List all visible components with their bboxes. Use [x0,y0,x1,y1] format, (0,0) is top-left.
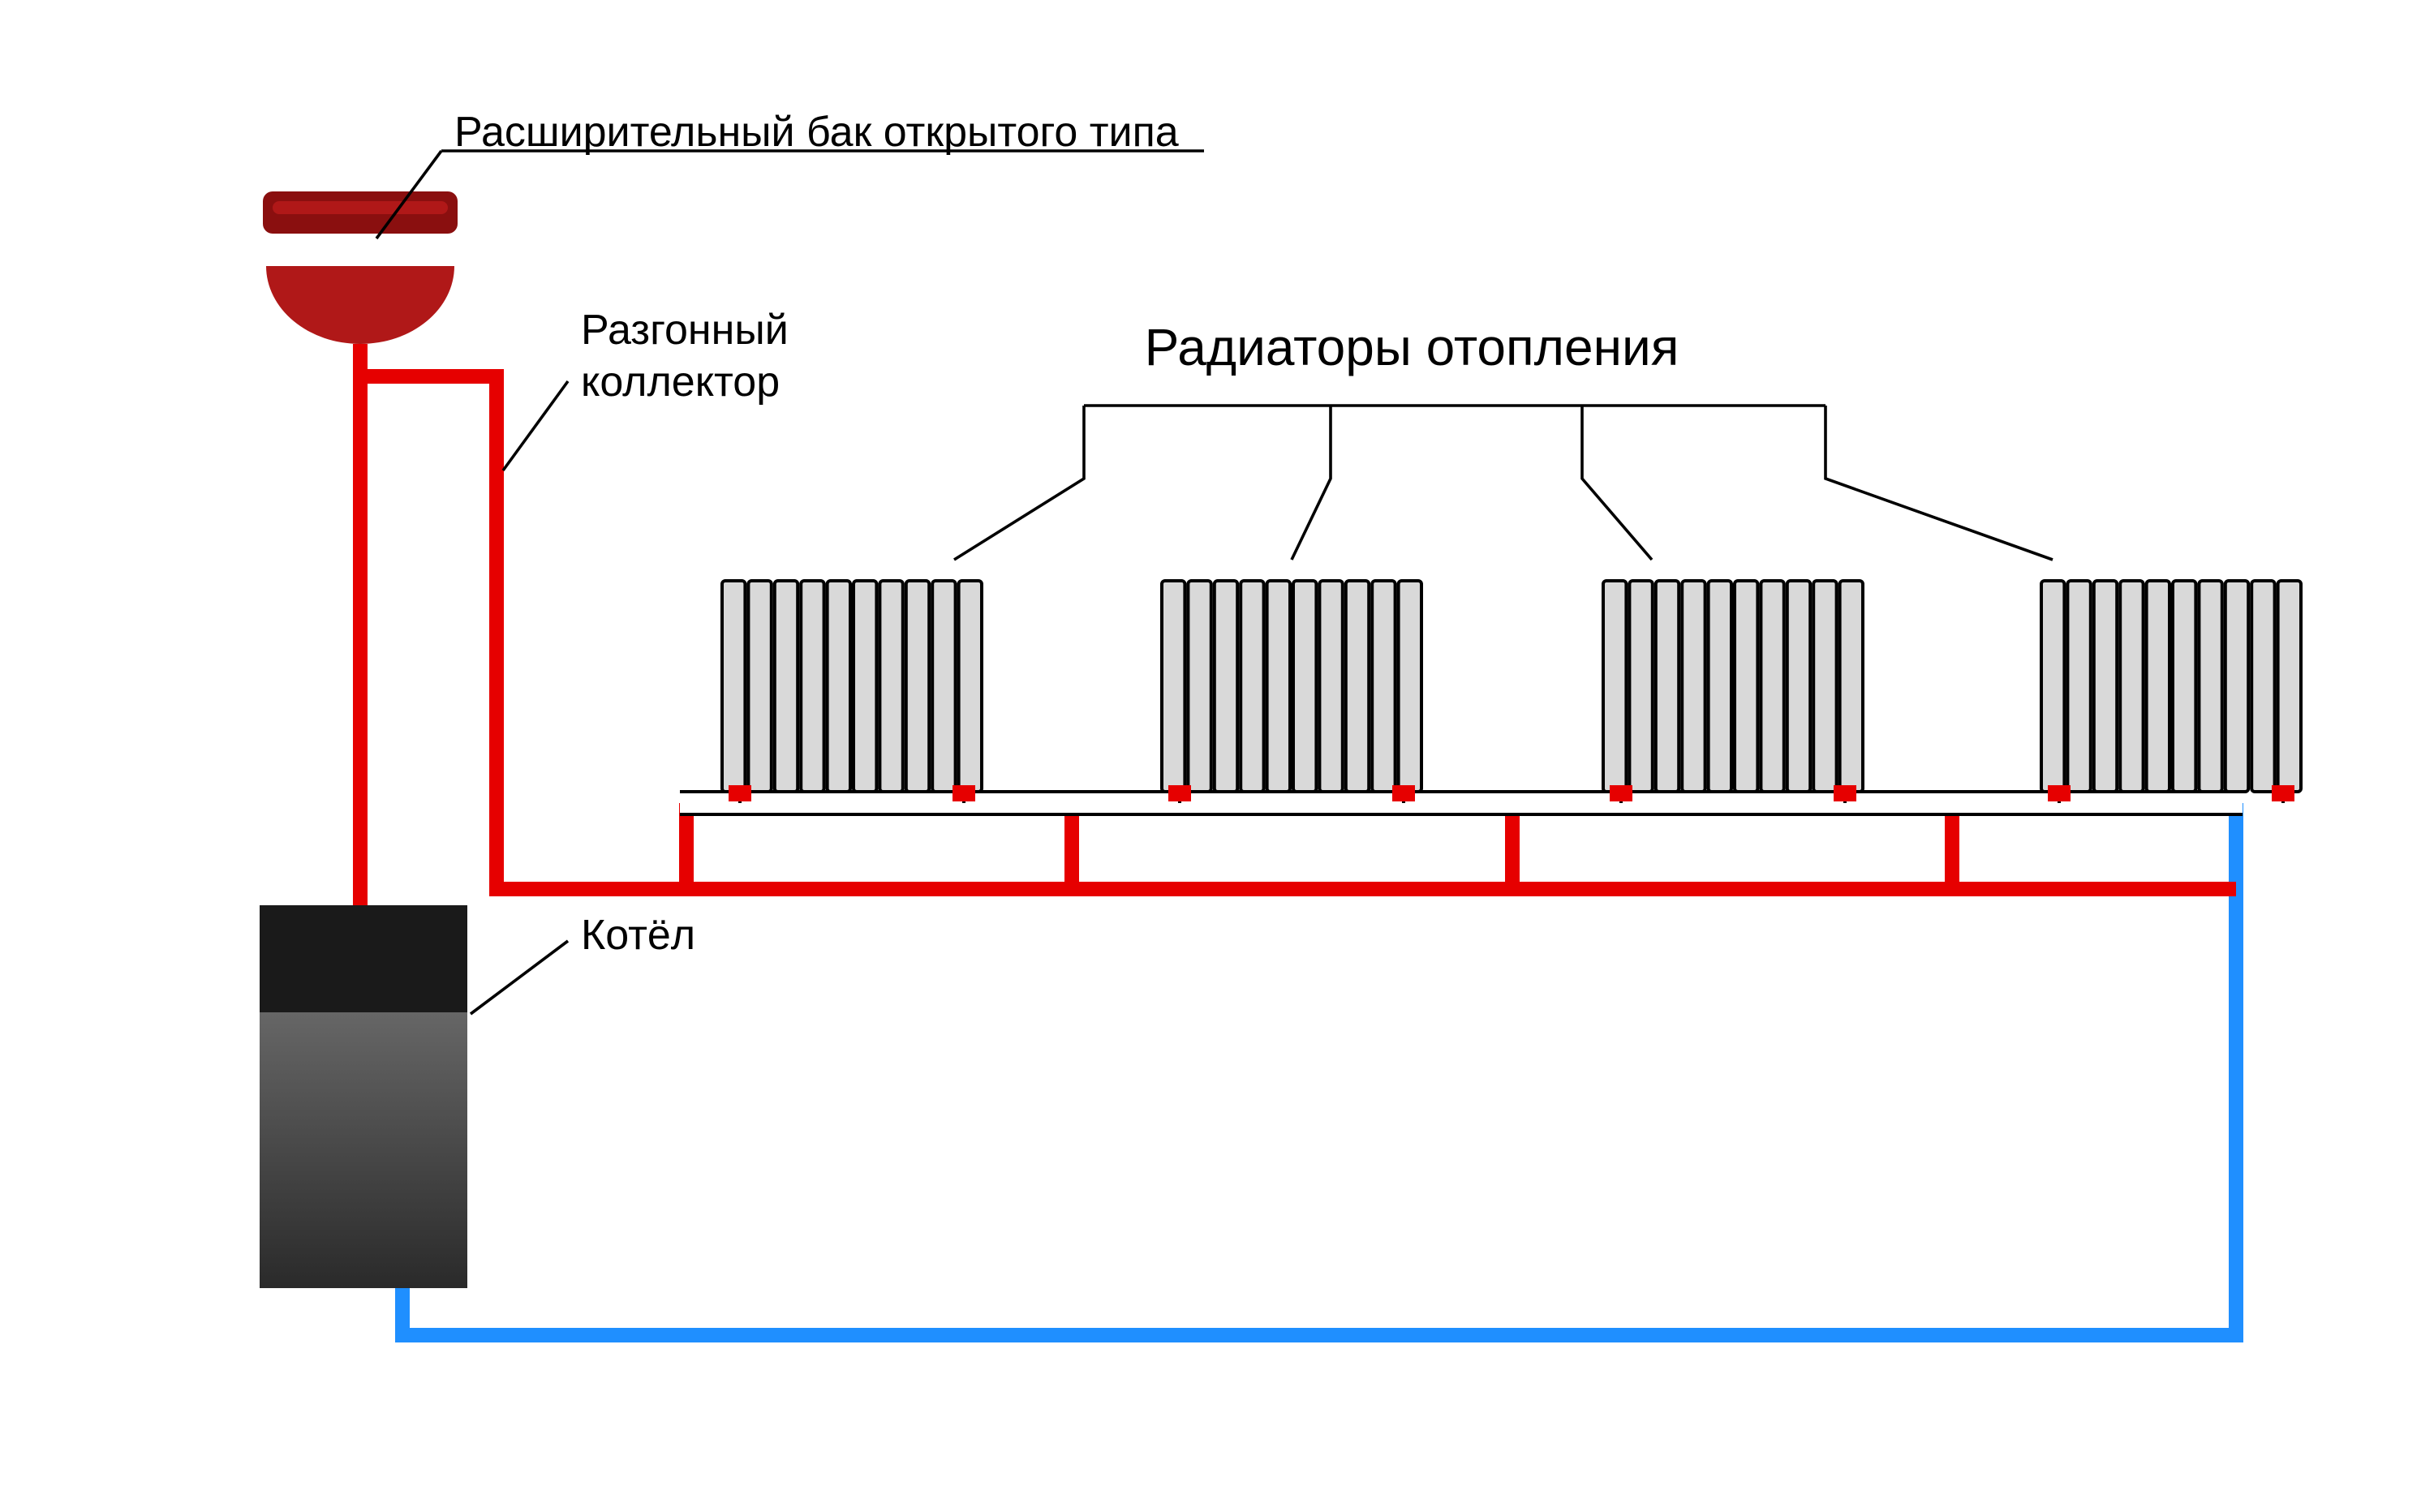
valve-out-1 [1392,785,1415,801]
leader-radiator-0 [954,406,1084,560]
valve-out-2 [1834,785,1856,801]
valve-in-2 [1610,785,1632,801]
radiator-0 [722,581,982,803]
expansion-tank [263,191,458,344]
leader-boiler [471,941,568,1014]
valve-in-0 [729,785,751,801]
valve-in-3 [2048,785,2071,801]
valve-out-0 [953,785,975,801]
label-collector-line2: коллектор [581,359,780,406]
valve-out-3 [2272,785,2294,801]
leader-radiator-2 [1582,406,1652,560]
leader-collector [503,381,568,470]
radiator-2 [1603,581,1863,803]
heating-system-diagram: Расширительный бак открытого типа Разгонн… [0,0,2434,1512]
valve-in-1 [1168,785,1191,801]
leader-radiator-1 [1292,406,1331,560]
radiator-3 [2041,581,2301,803]
radiator-1 [1162,581,1421,803]
label-collector-line1: Разгонный [581,307,789,354]
leader-radiator-3 [1826,406,2053,560]
label-boiler: Котёл [581,912,695,959]
boiler [260,905,467,1288]
label-expansion-tank: Расширительный бак открытого типа [454,109,1179,156]
label-radiators: Радиаторы отопления [1145,318,1679,376]
